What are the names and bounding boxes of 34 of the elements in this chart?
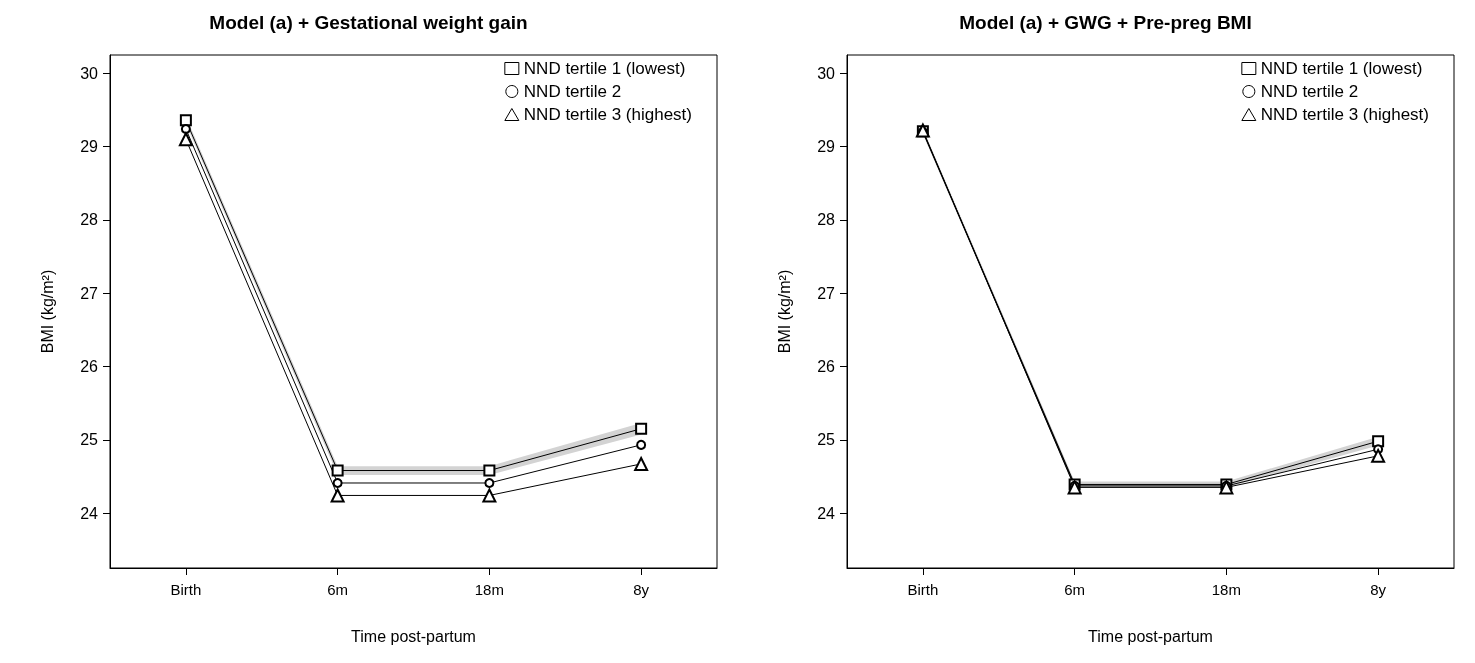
- y-tick-label: 26: [817, 357, 836, 375]
- x-tick-label: Birth: [170, 581, 202, 598]
- y-tick-label: 28: [80, 211, 99, 229]
- legend-label: NND tertile 2: [523, 82, 622, 101]
- x-tick-label: 18m: [474, 581, 504, 598]
- x-axis-title: Time post-partum: [1088, 627, 1213, 645]
- legend-label: NND tertile 3 (highest): [523, 105, 693, 124]
- y-tick-label: 26: [80, 357, 99, 375]
- y-tick-label: 29: [80, 138, 99, 156]
- y-axis-title: BMI (kg/m²): [775, 269, 793, 354]
- y-tick-label: 27: [817, 284, 836, 302]
- chart-title: Model (a) + GWG + Pre-preg BMI: [959, 12, 1252, 33]
- y-axis-title: BMI (kg/m²): [38, 269, 56, 354]
- y-tick-label: 25: [80, 431, 99, 449]
- y-tick-label: 25: [817, 431, 836, 449]
- legend-label: NND tertile 1 (lowest): [523, 59, 686, 78]
- y-tick-label: 30: [80, 64, 99, 82]
- x-tick-label: 6m: [327, 581, 349, 598]
- legend-label: NND tertile 1 (lowest): [1260, 59, 1423, 78]
- y-tick-label: 30: [817, 64, 836, 82]
- x-tick-label: Birth: [907, 581, 939, 598]
- x-tick-label: 18m: [1211, 581, 1241, 598]
- y-tick-label: 28: [817, 211, 836, 229]
- x-tick-label: 6m: [1064, 581, 1086, 598]
- x-tick-label: 8y: [633, 581, 650, 598]
- legend-label: NND tertile 2: [1260, 82, 1359, 101]
- x-axis-title: Time post-partum: [351, 627, 476, 645]
- y-tick-label: 24: [80, 504, 99, 522]
- legend-label: NND tertile 3 (highest): [1260, 105, 1430, 124]
- y-tick-label: 24: [817, 504, 836, 522]
- chart-title: Model (a) + Gestational weight gain: [209, 12, 528, 33]
- y-tick-label: 29: [817, 138, 836, 156]
- x-tick-label: 8y: [1370, 581, 1387, 598]
- y-tick-label: 27: [80, 284, 99, 302]
